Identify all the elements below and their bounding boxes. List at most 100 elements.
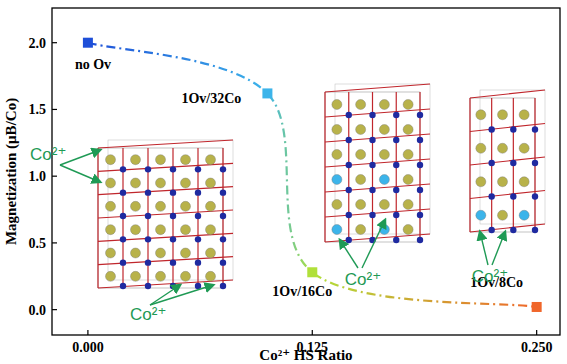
atom <box>393 212 399 218</box>
atom <box>519 143 529 153</box>
atom <box>498 110 508 120</box>
atom <box>332 225 342 235</box>
atom <box>510 160 516 166</box>
atom <box>181 201 191 211</box>
atom <box>120 213 126 219</box>
atom <box>131 271 141 281</box>
atom <box>346 237 352 243</box>
plot-frame <box>52 8 560 335</box>
atom <box>181 155 191 165</box>
bond <box>98 210 233 218</box>
atom <box>145 213 151 219</box>
annotation-arrow <box>340 240 358 268</box>
atom <box>106 271 116 281</box>
atom <box>403 175 413 185</box>
bond <box>325 84 430 92</box>
atom <box>532 160 538 166</box>
bond <box>470 90 545 98</box>
atom <box>403 100 413 110</box>
annotation-arrow <box>492 232 505 265</box>
atom <box>206 225 216 235</box>
annotation-arrow <box>150 285 180 305</box>
atom <box>106 155 116 165</box>
cell-box <box>98 148 223 288</box>
atom <box>346 187 352 193</box>
atom <box>532 126 538 132</box>
bond <box>325 209 430 217</box>
ion-label: Co²⁺ <box>30 145 66 164</box>
y-tick-label: 1.5 <box>29 102 47 117</box>
atom <box>131 178 141 188</box>
atom <box>220 236 226 242</box>
x-axis-label: Co²⁺ HS Ratio <box>259 347 352 363</box>
y-tick-label: 1.0 <box>29 169 47 184</box>
atom <box>356 100 366 110</box>
x-tick <box>536 330 537 335</box>
atom <box>206 271 216 281</box>
atom <box>170 213 176 219</box>
atom <box>379 200 389 210</box>
atom <box>417 137 423 143</box>
atom <box>120 283 126 289</box>
atom <box>488 227 494 233</box>
atom <box>510 126 516 132</box>
atom <box>417 237 423 243</box>
atom <box>170 189 176 195</box>
atom <box>181 178 191 188</box>
atom <box>393 237 399 243</box>
atom <box>356 125 366 135</box>
atom <box>393 162 399 168</box>
atom <box>356 200 366 210</box>
x-tick-label: 0.250 <box>521 340 553 355</box>
atom <box>417 212 423 218</box>
atom <box>476 177 486 187</box>
atom <box>220 166 226 172</box>
bond <box>97 148 98 288</box>
bond <box>98 257 233 265</box>
crystal-inset <box>325 84 430 243</box>
atom <box>181 225 191 235</box>
atom <box>403 225 413 235</box>
atom <box>220 189 226 195</box>
atom <box>346 212 352 218</box>
y-tick <box>52 176 57 177</box>
bond <box>325 109 430 117</box>
bond <box>325 159 430 167</box>
atom <box>156 178 166 188</box>
atom <box>476 110 486 120</box>
atom <box>156 248 166 258</box>
atom <box>519 177 529 187</box>
atom <box>393 187 399 193</box>
y-tick-label: 0.5 <box>29 236 47 251</box>
atom <box>206 155 216 165</box>
atom <box>156 225 166 235</box>
ion-label: Co²⁺ <box>345 270 381 289</box>
ion-label: Co²⁺ <box>472 267 508 286</box>
bond <box>98 140 233 148</box>
atom <box>120 236 126 242</box>
atom <box>220 283 226 289</box>
atom <box>476 210 486 220</box>
atom <box>220 213 226 219</box>
x-tick-label: 0.000 <box>72 340 104 355</box>
atom <box>498 177 508 187</box>
atom <box>170 236 176 242</box>
atom <box>417 187 423 193</box>
bond <box>469 98 470 232</box>
atom <box>369 212 375 218</box>
atom <box>156 155 166 165</box>
atom <box>170 259 176 265</box>
atom <box>332 175 342 185</box>
atom <box>379 150 389 160</box>
atom <box>106 201 116 211</box>
atom <box>332 100 342 110</box>
atom <box>131 248 141 258</box>
atom <box>403 125 413 135</box>
atom <box>532 227 538 233</box>
atom <box>332 150 342 160</box>
y-tick <box>52 42 57 43</box>
atom <box>195 189 201 195</box>
y-tick <box>52 109 57 110</box>
cell-box <box>325 92 420 242</box>
annotation-arrow <box>480 232 488 265</box>
